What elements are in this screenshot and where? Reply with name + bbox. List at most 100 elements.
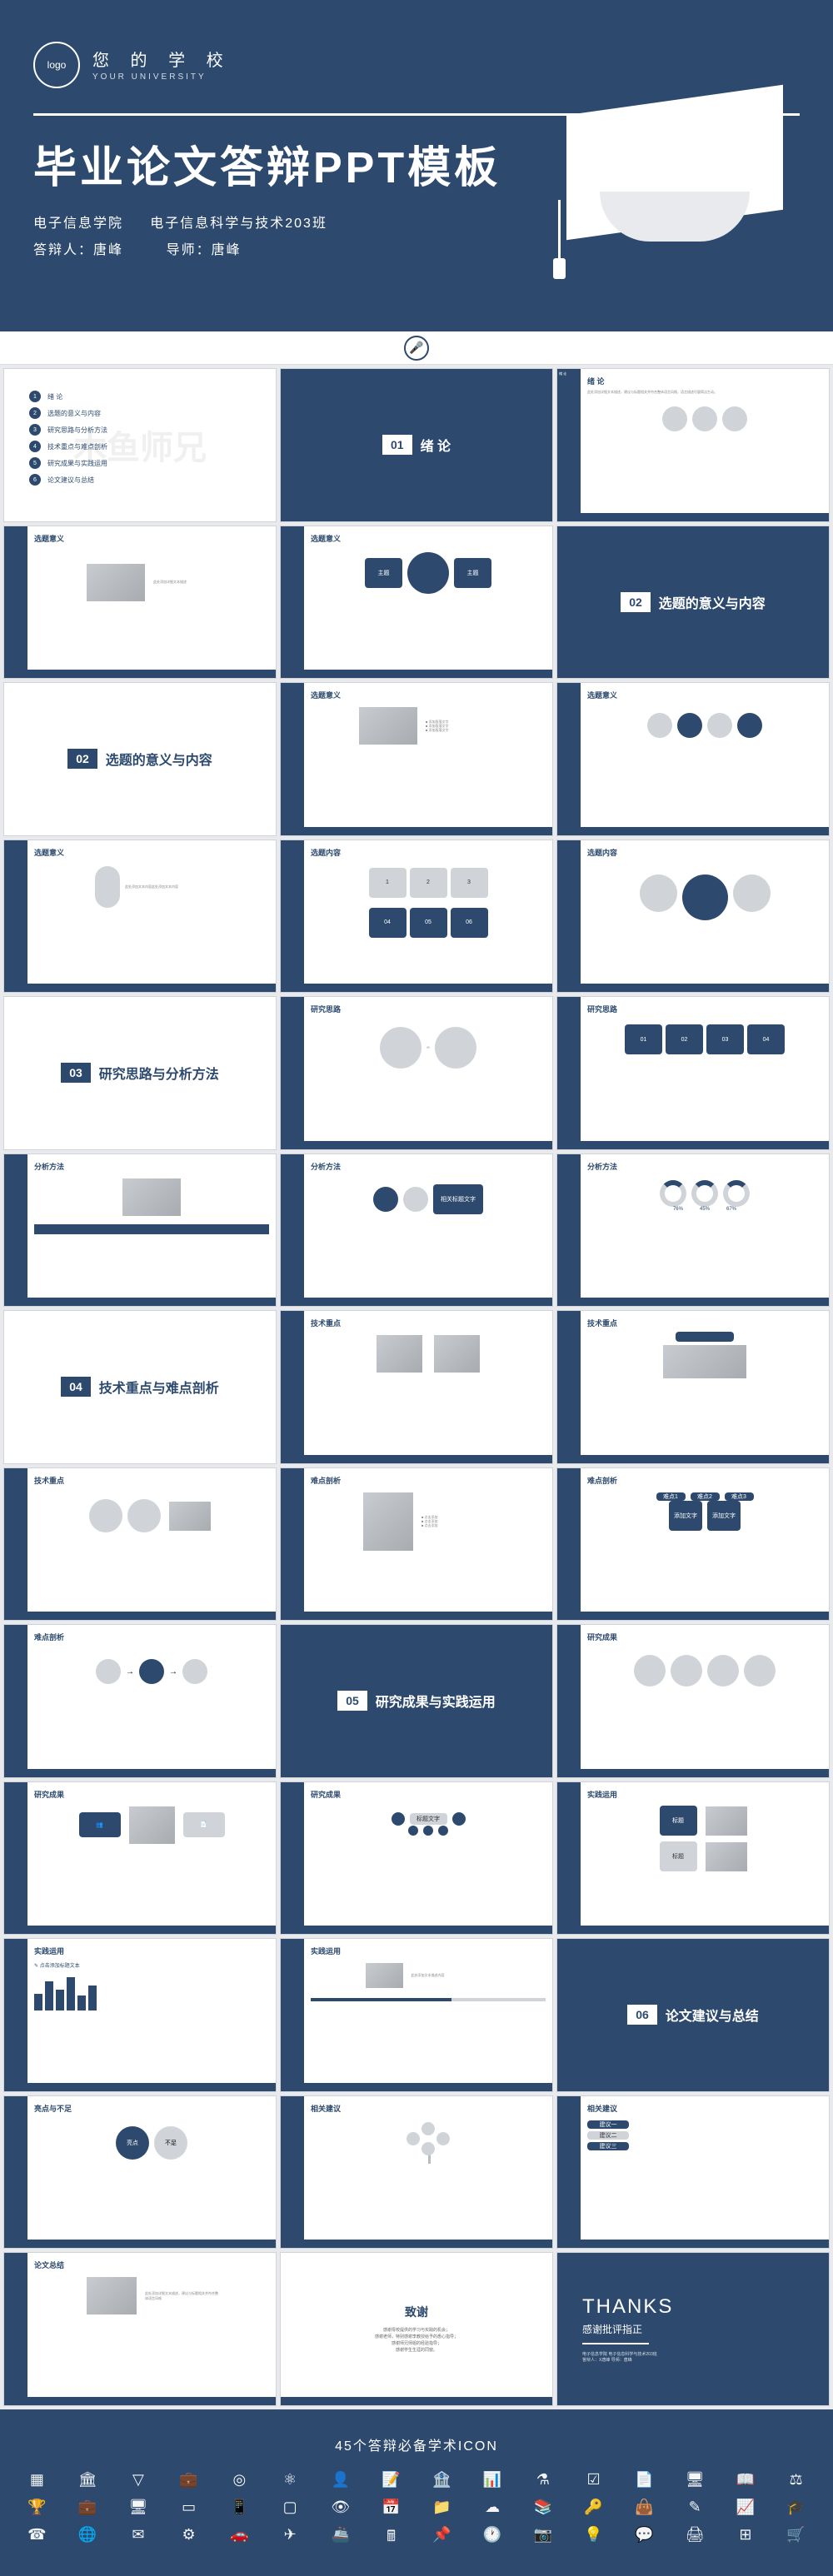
slide: 选题内容 123 040506: [280, 840, 553, 994]
case-icon: 💼: [168, 2471, 209, 2489]
cap-icon: 🎓: [776, 2499, 816, 2516]
slide: 实践运用 此处添加文本描述内容: [280, 1938, 553, 2092]
defender: 唐峰: [93, 243, 123, 257]
slide-toc: 木鱼师兄 1绪 论 2选题的意义与内容 3研究思路与分析方法 4技术重点与难点剖…: [3, 368, 277, 522]
pencil-icon: ✎: [675, 2499, 716, 2516]
slide: 研究成果 标题文字: [280, 1781, 553, 1936]
slide: 难点剖析 ■ 点击添加■ 点击添加■ 点击添加: [280, 1467, 553, 1622]
slide-section-01: 01 绪 论: [280, 368, 553, 522]
filter-icon: ▽: [118, 2471, 159, 2489]
logo-circle: logo: [33, 42, 80, 88]
slide: 研究成果: [556, 1624, 830, 1778]
box-icon: ▦: [17, 2471, 57, 2489]
monitor-icon: 🖥: [675, 2471, 716, 2489]
globe-icon: 🌐: [67, 2526, 108, 2551]
icon-title: 45个答辩必备学术ICON: [17, 2434, 816, 2454]
chat-icon: 💬: [624, 2526, 665, 2551]
bookshelf-icon: 📚: [523, 2499, 564, 2516]
notes-icon: 📝: [371, 2471, 412, 2489]
slide: 技术重点: [556, 1310, 830, 1464]
pin-icon: 📌: [421, 2526, 462, 2551]
slide: 实践运用 标题 标题: [556, 1781, 830, 1936]
screen-icon: 🖥: [118, 2499, 159, 2516]
icon-grid: ▦🏛▽💼 ◎⚛👤📝 🏦📊⚗☑ 📄🖥📖⚖ 🏆💼🖥▭ 📱▢👁📅 📁☁📚🔑 👜✎📈🎓 …: [17, 2471, 816, 2551]
school-en: YOUR UNIVERSITY: [92, 72, 232, 82]
advisor-label: 导师：: [167, 243, 212, 257]
slide: 难点剖析 →→: [3, 1624, 277, 1778]
eye-icon: 👁: [321, 2499, 362, 2516]
atom-icon: ⚛: [270, 2471, 311, 2489]
dept: 电子信息学院: [33, 217, 123, 231]
slide: 选题内容: [556, 840, 830, 994]
icon-section: 45个答辩必备学术ICON ▦🏛▽💼 ◎⚛👤📝 🏦📊⚗☑ 📄🖥📖⚖ 🏆💼🖥▭ 📱…: [0, 2409, 833, 2576]
gear-icon: ⚙: [168, 2526, 209, 2551]
chart-icon: 📊: [472, 2471, 513, 2489]
slide-section-04: 04 技术重点与难点剖析: [3, 1310, 277, 1464]
ship-icon: 🚢: [321, 2526, 362, 2551]
slide: 技术重点: [280, 1310, 553, 1464]
bag-icon: 👜: [624, 2499, 665, 2516]
calendar-icon: 📅: [371, 2499, 412, 2516]
user-icon: 👤: [321, 2471, 362, 2489]
slide-thanks-end: THANKS 感谢批评指正 电子信息学院 电子信息科学与技术203班 答辩人：X…: [556, 2252, 830, 2406]
mail-icon: ✉: [118, 2526, 159, 2551]
slide-grid: 木鱼师兄 1绪 论 2选题的意义与内容 3研究思路与分析方法 4技术重点与难点剖…: [0, 365, 833, 2409]
slide: 选题意义 主题 主题: [280, 526, 553, 680]
slide: 亮点与不足 亮点不足: [3, 2095, 277, 2250]
slide: 研究成果 👥📄: [3, 1781, 277, 1936]
slide: 论文总结 此处添加详细文本描述，建议与标题相关并符合整体语言风格: [3, 2252, 277, 2406]
defender-label: 答辩人：: [33, 243, 93, 257]
board-icon: ▢: [270, 2499, 311, 2516]
slide: 选题意义: [556, 682, 830, 836]
slide-section-03: 03 研究思路与分析方法: [3, 996, 277, 1150]
microphone-icon: 🎤: [404, 336, 429, 361]
network-icon: ⊞: [726, 2526, 766, 2551]
advisor: 唐峰: [212, 243, 242, 257]
car-icon: 🚗: [219, 2526, 260, 2551]
slide-section-02: 02 选题的意义与内容: [556, 526, 830, 680]
slide: 技术重点: [3, 1467, 277, 1622]
check-icon: ☑: [573, 2471, 614, 2489]
graduation-cap-icon: [566, 83, 800, 250]
target-icon: ◎: [219, 2471, 260, 2489]
mobile-icon: 📱: [219, 2499, 260, 2516]
calc-icon: 🖩: [371, 2526, 412, 2551]
slide: 分析方法 76%45%67%: [556, 1153, 830, 1308]
clock-icon: 🕐: [472, 2526, 513, 2551]
phone-icon: ☎: [17, 2526, 57, 2551]
briefcase-icon: 💼: [67, 2499, 108, 2516]
slide: 选题意义 ■ 添加段落文字■ 添加段落文字■ 添加段落文字: [280, 682, 553, 836]
camera-icon: 📷: [523, 2526, 564, 2551]
folder-icon: 📁: [421, 2499, 462, 2516]
book-icon: 📖: [726, 2471, 766, 2489]
slide: 相关建议 建议一建议二建议三: [556, 2095, 830, 2250]
slide: 研究思路 01020304: [556, 996, 830, 1150]
slide: 分析方法 相关标题文字: [280, 1153, 553, 1308]
scale-icon: ⚖: [776, 2471, 816, 2489]
slide-intro: 绪 论 绪 论 此处添加详细文本描述，建议与标题相关并符合整体语言风格，语言描述…: [556, 368, 830, 522]
slide-thanks: 致谢 感谢母校提供的学习与实践的机会； 感谢老师，特别感谢李教授给予的悉心指导；…: [280, 2252, 553, 2406]
slide-section-02b: 02 选题的意义与内容: [3, 682, 277, 836]
slide: 实践运用 ✎ 点击添加标题文本: [3, 1938, 277, 2092]
cloud-icon: ☁: [472, 2499, 513, 2516]
slide: 研究思路 ∞: [280, 996, 553, 1150]
bank-icon: 🏦: [421, 2471, 462, 2489]
slide-section-05: 05 研究成果与实践运用: [280, 1624, 553, 1778]
light-icon: 💡: [573, 2526, 614, 2551]
mic-bar: 🎤: [0, 331, 833, 365]
plane-icon: ✈: [270, 2526, 311, 2551]
slide: 难点剖析 难点1难点2难点3 添加文字添加文字: [556, 1467, 830, 1622]
doc-icon: 📄: [624, 2471, 665, 2489]
slide-section-06: 06 论文建议与总结: [556, 1938, 830, 2092]
slide: 相关建议: [280, 2095, 553, 2250]
slide: 选题意义 此处添加详细文本描述: [3, 526, 277, 680]
printer-icon: 🖨: [675, 2526, 716, 2551]
building-icon: 🏛: [67, 2471, 108, 2489]
cart-icon: 🛒: [776, 2526, 816, 2551]
flask-icon: ⚗: [523, 2471, 564, 2489]
key-icon: 🔑: [573, 2499, 614, 2516]
slide: 选题意义 此处添加文本内容此处添加文本内容: [3, 840, 277, 994]
slide: 分析方法: [3, 1153, 277, 1308]
line-chart-icon: 📈: [726, 2499, 766, 2516]
hero-cover: logo 您 的 学 校 YOUR UNIVERSITY 毕业论文答辩PPT模板…: [0, 0, 833, 331]
